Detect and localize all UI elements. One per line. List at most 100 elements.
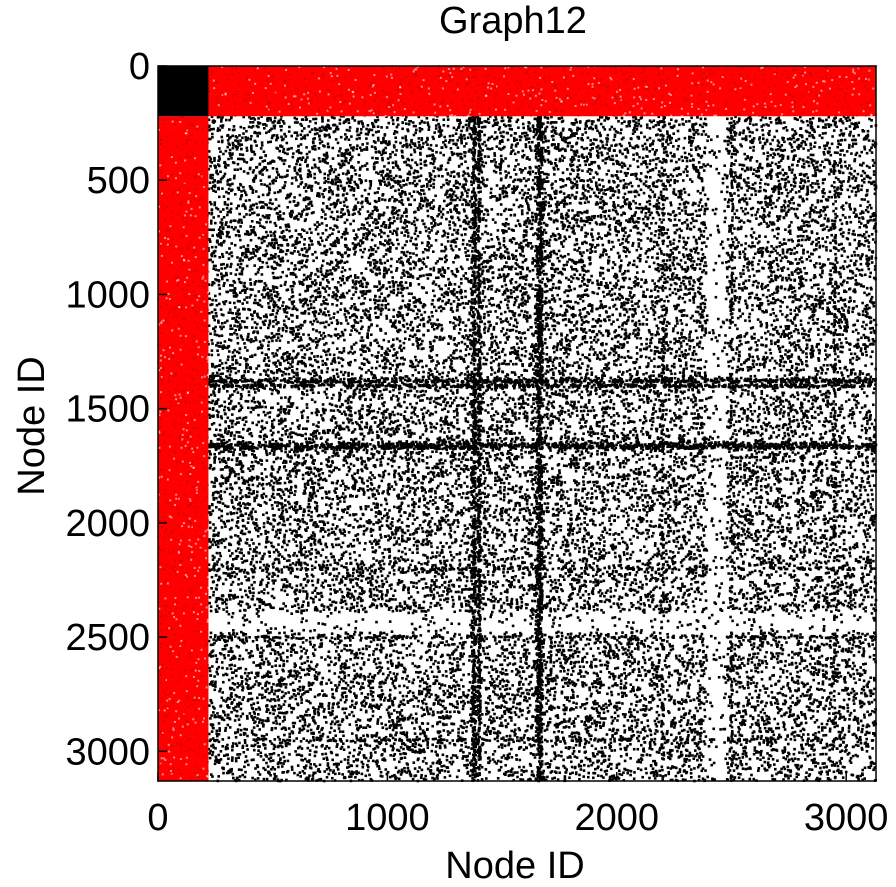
black-edge-point bbox=[526, 506, 529, 510]
black-edge-point bbox=[621, 736, 624, 739]
black-edge-point bbox=[368, 540, 372, 543]
black-edge-point bbox=[541, 277, 544, 281]
black-edge-point bbox=[611, 189, 615, 193]
black-edge-point bbox=[485, 637, 488, 641]
black-edge-point bbox=[833, 503, 836, 507]
black-edge-point bbox=[549, 449, 552, 452]
black-edge-point bbox=[229, 289, 232, 292]
black-edge-point bbox=[337, 337, 340, 340]
black-edge-point bbox=[337, 537, 340, 540]
black-edge-point bbox=[737, 525, 740, 529]
black-edge-point bbox=[672, 132, 675, 135]
black-edge-point bbox=[351, 155, 354, 159]
black-edge-point bbox=[808, 694, 811, 697]
black-edge-point bbox=[623, 313, 626, 317]
black-edge-point bbox=[727, 572, 730, 575]
black-edge-point bbox=[513, 656, 516, 660]
black-edge-point bbox=[657, 179, 660, 182]
black-edge-point bbox=[620, 161, 624, 165]
black-edge-point bbox=[275, 170, 279, 174]
black-edge-point bbox=[544, 684, 548, 687]
black-edge-point bbox=[530, 565, 533, 569]
black-edge-point bbox=[273, 387, 276, 390]
black-edge-point bbox=[441, 299, 444, 303]
black-edge-point bbox=[797, 639, 800, 643]
black-edge-point bbox=[682, 339, 685, 343]
black-edge-point bbox=[849, 220, 853, 224]
black-edge-point bbox=[469, 393, 472, 396]
black-edge-point bbox=[627, 334, 630, 338]
black-edge-point bbox=[307, 333, 310, 337]
black-edge-point bbox=[624, 250, 627, 254]
black-edge-point bbox=[495, 254, 498, 257]
black-edge-point bbox=[262, 591, 266, 595]
black-edge-point bbox=[314, 378, 317, 381]
black-edge-point bbox=[420, 342, 423, 346]
black-edge-point bbox=[353, 274, 357, 277]
black-edge-point bbox=[634, 509, 637, 512]
black-edge-point bbox=[433, 568, 437, 571]
black-edge-point bbox=[332, 469, 335, 472]
black-edge-point bbox=[262, 150, 266, 153]
black-edge-point bbox=[677, 158, 681, 161]
black-edge-point bbox=[824, 572, 828, 575]
black-edge-point bbox=[421, 729, 425, 732]
black-edge-point bbox=[793, 270, 797, 273]
black-edge-point bbox=[380, 303, 384, 307]
black-edge-point bbox=[346, 397, 350, 400]
black-edge-point bbox=[601, 144, 605, 147]
black-edge-point bbox=[373, 421, 377, 424]
black-edge-point bbox=[370, 604, 373, 607]
black-edge-point bbox=[790, 609, 794, 613]
black-edge-point bbox=[752, 472, 756, 476]
black-edge-point bbox=[779, 517, 782, 520]
black-edge-point bbox=[514, 280, 518, 284]
black-edge-point bbox=[438, 459, 441, 462]
black-edge-point bbox=[673, 356, 677, 359]
black-edge-point bbox=[873, 433, 876, 437]
black-edge-point bbox=[379, 461, 383, 464]
black-edge-point bbox=[515, 602, 519, 605]
black-edge-point bbox=[445, 541, 448, 545]
black-edge-point bbox=[703, 742, 707, 746]
black-edge-point bbox=[630, 173, 633, 176]
black-edge-point bbox=[265, 755, 268, 758]
black-edge-point bbox=[581, 540, 585, 544]
black-edge-point bbox=[599, 352, 603, 356]
black-edge-point bbox=[499, 165, 502, 169]
black-edge-point bbox=[608, 128, 612, 131]
black-edge-point bbox=[664, 774, 667, 777]
black-edge-point bbox=[817, 600, 820, 604]
black-edge-point bbox=[788, 417, 791, 421]
black-edge-point bbox=[482, 639, 486, 643]
black-edge-point bbox=[834, 352, 837, 356]
black-edge-point bbox=[766, 157, 769, 161]
black-edge-point bbox=[405, 313, 409, 317]
black-edge-point bbox=[562, 239, 566, 243]
black-edge-point bbox=[411, 121, 415, 124]
black-edge-point bbox=[552, 544, 555, 547]
black-edge-point bbox=[612, 275, 616, 278]
black-edge-point bbox=[652, 119, 656, 122]
black-edge-point bbox=[253, 496, 256, 500]
black-edge-point bbox=[414, 355, 417, 359]
black-edge-point bbox=[453, 343, 457, 346]
black-edge-point bbox=[255, 546, 258, 549]
black-edge-point bbox=[551, 404, 554, 408]
black-edge-point bbox=[282, 319, 286, 323]
black-edge-point bbox=[833, 223, 836, 226]
black-edge-point bbox=[301, 344, 305, 348]
black-edge-point bbox=[662, 214, 665, 217]
black-edge-point bbox=[816, 739, 819, 743]
black-edge-point bbox=[759, 485, 763, 488]
black-edge-point bbox=[817, 370, 820, 373]
black-edge-point bbox=[633, 636, 637, 640]
black-edge-point bbox=[802, 159, 805, 162]
black-edge-point bbox=[608, 528, 612, 531]
black-edge-point bbox=[270, 465, 274, 468]
black-edge-point bbox=[275, 533, 278, 536]
black-edge-point bbox=[289, 650, 293, 653]
black-edge-point bbox=[596, 579, 600, 582]
black-edge-point bbox=[836, 429, 839, 433]
black-edge-point bbox=[763, 608, 767, 611]
